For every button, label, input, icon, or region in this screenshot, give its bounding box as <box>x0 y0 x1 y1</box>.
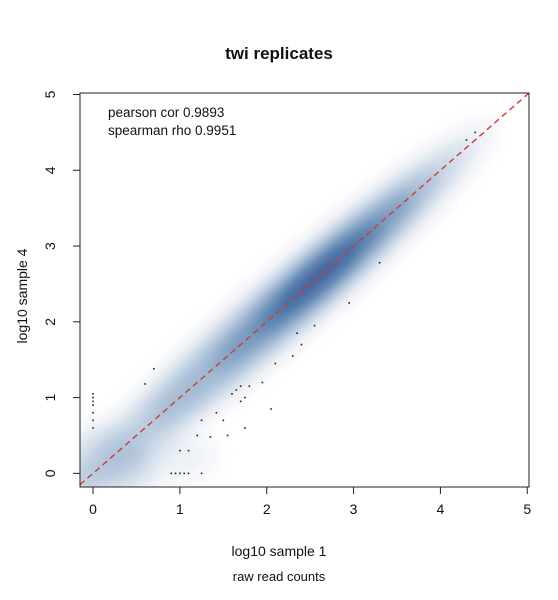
outlier-point <box>291 355 294 357</box>
outlier-point <box>300 343 303 346</box>
outlier-point <box>183 472 186 475</box>
outlier-point <box>174 472 177 475</box>
y-tick-label: 4 <box>42 166 58 174</box>
y-tick-label: 2 <box>42 318 58 326</box>
x-tick-label: 5 <box>523 501 531 517</box>
density-low-tail <box>108 438 217 486</box>
x-tick-label: 0 <box>89 501 97 517</box>
chart-title: twi replicates <box>225 44 333 63</box>
spearman-annotation: spearman rho 0.9951 <box>108 123 237 138</box>
x-tick-label: 1 <box>176 501 184 517</box>
outlier-point <box>92 404 94 406</box>
outlier-point <box>92 393 94 395</box>
outlier-point <box>235 389 238 391</box>
outlier-point <box>244 427 246 429</box>
outlier-point <box>231 393 233 395</box>
outlier-point <box>170 472 172 475</box>
outlier-point <box>179 472 181 475</box>
y-tick-label: 5 <box>42 90 58 98</box>
outlier-point <box>465 139 468 141</box>
outlier-point <box>92 419 94 422</box>
outlier-point <box>187 449 190 452</box>
outlier-point <box>200 472 203 475</box>
outlier-point <box>222 419 225 422</box>
plot-frame <box>79 92 530 488</box>
pearson-annotation: pearson cor 0.9893 <box>108 105 225 120</box>
outlier-point <box>261 381 264 384</box>
y-axis-label: log10 sample 4 <box>14 248 30 344</box>
x-tick-label: 3 <box>350 501 358 517</box>
outlier-point <box>144 383 146 385</box>
outlier-point <box>226 434 229 437</box>
outlier-point <box>474 131 476 134</box>
y-tick-label: 0 <box>42 469 58 477</box>
y-axis: 0 1 2 3 4 5 <box>42 90 80 477</box>
outlier-point <box>209 436 212 438</box>
outlier-point <box>239 385 242 388</box>
x-axis: 0 1 2 3 4 5 <box>89 487 531 517</box>
density-cloud <box>80 123 494 487</box>
y-tick-label: 1 <box>42 393 58 401</box>
outlier-point <box>270 408 272 410</box>
outlier-point <box>200 419 203 422</box>
outlier-point <box>248 385 251 388</box>
outlier-point <box>313 324 316 327</box>
outlier-point <box>296 332 298 334</box>
outlier-point <box>92 427 94 429</box>
outlier-point <box>378 261 381 264</box>
outlier-point <box>239 400 242 403</box>
outlier-point <box>179 449 181 452</box>
outlier-point <box>92 411 94 414</box>
chart-caption: raw read counts <box>232 569 326 584</box>
x-tick-label: 4 <box>437 501 445 517</box>
outlier-point <box>187 472 190 475</box>
outlier-points <box>92 131 476 475</box>
outlier-point <box>92 400 94 403</box>
y-tick-label: 3 <box>42 242 58 250</box>
outlier-point <box>92 396 94 399</box>
outlier-point <box>215 411 218 414</box>
outlier-point <box>244 396 246 399</box>
outlier-point <box>196 434 199 437</box>
outlier-point <box>348 302 351 304</box>
outlier-point <box>153 368 155 370</box>
x-tick-label: 2 <box>263 501 271 517</box>
outlier-point <box>274 362 277 365</box>
x-axis-label: log10 sample 1 <box>231 543 327 559</box>
